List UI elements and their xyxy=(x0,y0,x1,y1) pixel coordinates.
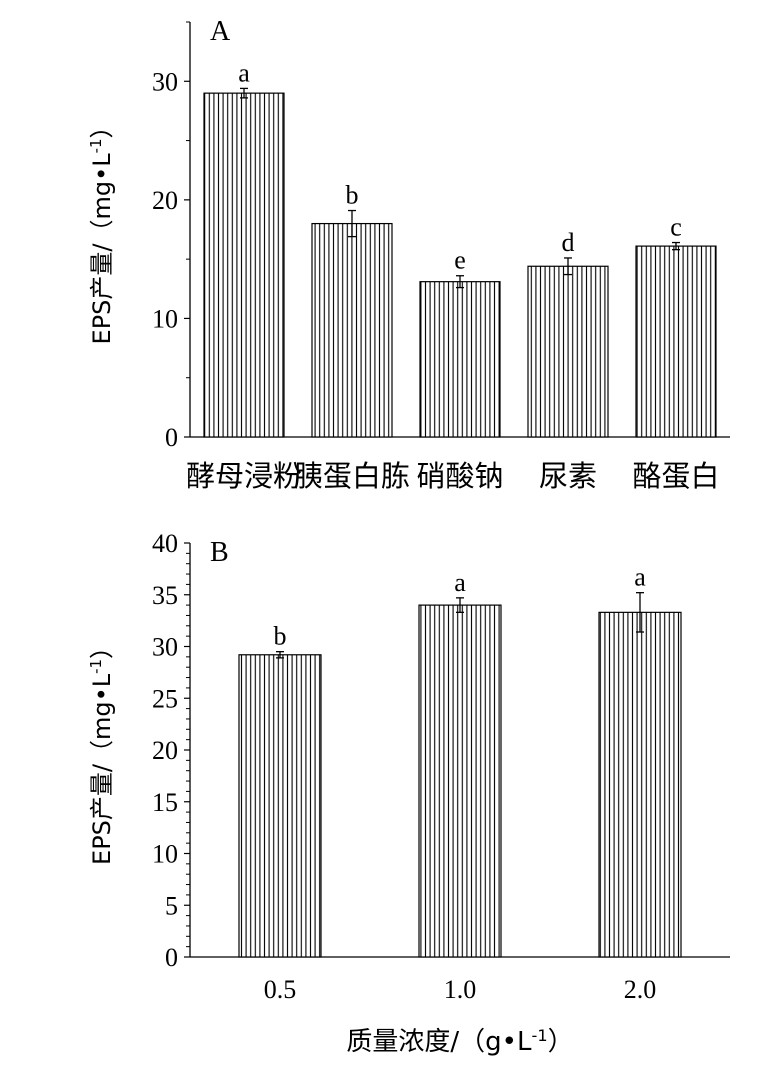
chart-panel-b: 0 5 10 15 20 25 30 35 40 b 0.5 a 1.0 a 2.0 B EPS产量/（mg•L… xyxy=(87,529,730,1057)
significance-label: a xyxy=(454,568,466,597)
x-tick-label: 2.0 xyxy=(624,975,657,1004)
y-tick-label: 30 xyxy=(152,67,178,96)
y-tick-label: 30 xyxy=(152,633,178,662)
bar xyxy=(527,265,609,438)
y-tick-label: 10 xyxy=(152,840,178,869)
y-axis-label: EPS产量/（mg•L-1） xyxy=(87,115,116,345)
y-tick-label: 40 xyxy=(152,529,178,558)
bar xyxy=(311,222,393,438)
y-tick-label: 0 xyxy=(165,943,178,972)
y-tick-label: 20 xyxy=(152,736,178,765)
significance-label: e xyxy=(454,246,466,275)
x-tick-label: 尿素 xyxy=(539,459,597,493)
x-tick-label: 酵母浸粉 xyxy=(186,459,302,493)
bar xyxy=(598,611,682,958)
bar xyxy=(238,654,322,958)
y-tick-label: 5 xyxy=(165,891,178,920)
chart-panel-a: 0 10 20 30 a 酵母浸粉 b 胰蛋白胨 e 硝酸钠 d 尿素 c 酪蛋白 A EPS产量/（mg•L… xyxy=(87,16,730,493)
y-tick-label: 25 xyxy=(152,684,178,713)
bar xyxy=(635,245,717,438)
x-tick-label: 酪蛋白 xyxy=(632,459,719,493)
y-tick-label: 15 xyxy=(152,788,178,817)
significance-label: a xyxy=(238,58,250,87)
significance-label: c xyxy=(670,213,682,242)
x-axis-label: 质量浓度/（g•L-1） xyxy=(346,1026,573,1058)
bar xyxy=(419,281,501,438)
y-tick-label: 10 xyxy=(152,304,178,333)
x-tick-label: 胰蛋白胨 xyxy=(294,459,410,493)
significance-label: b xyxy=(346,181,359,210)
x-tick-label: 硝酸钠 xyxy=(416,459,503,493)
y-tick-label: 35 xyxy=(152,581,178,610)
x-tick-label: 1.0 xyxy=(444,975,477,1004)
bar xyxy=(203,92,285,438)
x-tick-label: 0.5 xyxy=(264,975,297,1004)
panel-label: B xyxy=(210,537,229,568)
significance-label: b xyxy=(274,622,287,651)
y-axis-label: EPS产量/（mg•L-1） xyxy=(87,635,116,865)
y-tick-label: 20 xyxy=(152,186,178,215)
panel-label: A xyxy=(210,16,231,47)
y-tick-label: 0 xyxy=(165,423,178,452)
bar xyxy=(418,604,502,958)
significance-label: a xyxy=(634,563,646,592)
significance-label: d xyxy=(562,228,575,257)
